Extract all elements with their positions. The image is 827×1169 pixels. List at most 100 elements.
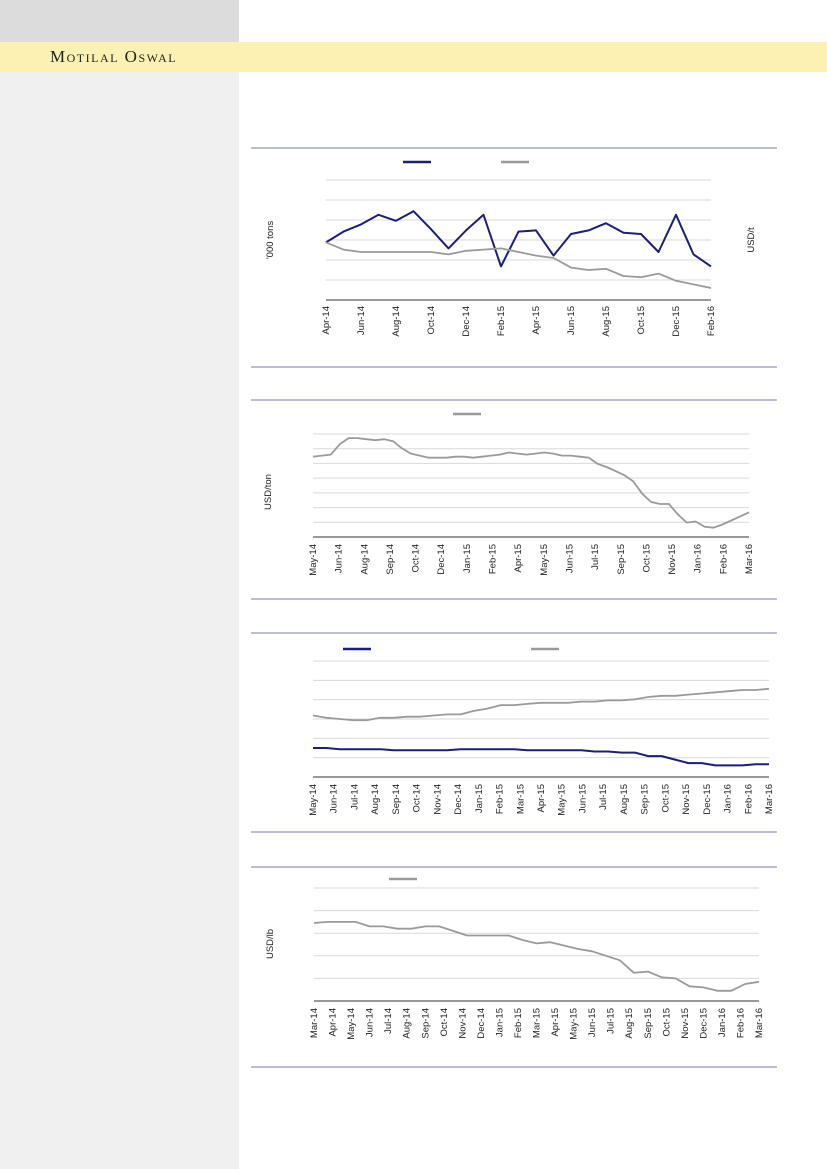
- x-tick-label: Sep-15: [643, 1008, 654, 1039]
- x-tick-label: Nov-14: [432, 784, 443, 815]
- x-tick-label: Jan-16: [717, 1008, 728, 1037]
- x-tick-label: Feb-15: [495, 784, 506, 814]
- x-tick-label: Jan-15: [474, 784, 485, 813]
- x-tick-label: May-15: [539, 544, 550, 576]
- chart-2: May-14 Jun-14 Aug-14 Sep-14 Oct-14 Dec-14 Jan-…: [251, 394, 777, 604]
- x-tick-label: Sep-14: [391, 784, 402, 815]
- x-tick-label: Apr-15: [513, 544, 524, 573]
- x-tick-label: Apr-14: [328, 1008, 339, 1037]
- x-tick-label: Nov-15: [680, 1008, 691, 1039]
- x-tick-label: Feb-16: [706, 306, 717, 336]
- x-tick-label: Jun-14: [329, 784, 340, 813]
- x-tick-label: Aug-15: [619, 784, 630, 815]
- x-tick-label: Sep-14: [420, 1008, 431, 1039]
- series-line-1: [325, 210, 712, 268]
- x-tick-label: Mar-14: [309, 1008, 320, 1038]
- x-tick-label: Dec-15: [702, 784, 713, 815]
- x-tick-label: Feb-15: [496, 306, 507, 336]
- x-tick-label: Jun-15: [564, 544, 575, 573]
- x-tick-label: Sep-14: [385, 544, 396, 575]
- x-tick-label: Apr-14: [321, 306, 332, 335]
- x-tick-label: Dec-15: [698, 1008, 709, 1039]
- x-tick-label: Sep-15: [616, 544, 627, 575]
- left-sidebar: [0, 0, 239, 1169]
- x-tick-label: Dec-14: [476, 1008, 487, 1039]
- series-line-1: [313, 921, 760, 992]
- x-tick-label: Oct-15: [641, 544, 652, 573]
- x-tick-label: Feb-16: [718, 544, 729, 574]
- y-axis-label: USD/ton: [263, 474, 274, 510]
- series-line-2: [325, 241, 712, 289]
- x-tick-label: Apr-15: [536, 784, 547, 813]
- x-tick-label: May-14: [308, 784, 319, 816]
- x-tick-label: Oct-14: [426, 306, 437, 335]
- brand-logo: Motilal Oswal: [50, 47, 178, 66]
- x-tick-label: Nov-14: [457, 1008, 468, 1039]
- x-tick-label: Feb-16: [743, 784, 754, 814]
- x-tick-label: Jul-15: [606, 1008, 617, 1034]
- top-left-band: [0, 0, 239, 42]
- x-tick-label: Oct-15: [636, 306, 647, 335]
- x-tick-label: Jun-14: [356, 306, 367, 335]
- x-tick-label: Jan-15: [494, 1008, 505, 1037]
- chart-svg: May-14 Jun-14 Aug-14 Sep-14 Oct-14 Dec-14 Jan-…: [251, 399, 777, 600]
- x-tick-label: Jan-16: [723, 784, 734, 813]
- x-tick-label: Aug-14: [391, 306, 402, 337]
- x-tick-label: Aug-14: [370, 784, 381, 815]
- chart-1: Apr-14 Jun-14 Aug-14 Oct-14 Dec-14 Feb-15 Apr-…: [251, 140, 777, 372]
- chart-3: May-14 Jun-14 Jul-14 Aug-14 Sep-14 Oct-14 Nov-…: [251, 627, 777, 837]
- y-axis-label-right: USD/t: [746, 227, 757, 253]
- x-tick-label: Jul-14: [383, 1008, 394, 1034]
- x-tick-label: Jul-15: [598, 784, 609, 810]
- x-tick-label: Apr-15: [531, 306, 542, 335]
- x-tick-label: Dec-15: [671, 306, 682, 337]
- x-tick-label: Jun-14: [365, 1008, 376, 1037]
- x-tick-label: Oct-14: [439, 1008, 450, 1037]
- x-tick-label: Jun-15: [577, 784, 588, 813]
- x-tick-label: Jul-15: [590, 544, 601, 570]
- x-tick-label: Aug-15: [601, 306, 612, 337]
- series-line-1: [313, 747, 769, 767]
- x-tick-label: Jun-15: [587, 1008, 598, 1037]
- x-tick-label: Feb-15: [513, 1008, 524, 1038]
- chart-svg: Apr-14 Jun-14 Aug-14 Oct-14 Dec-14 Feb-15 Apr-…: [251, 147, 777, 368]
- x-tick-label: Jun-14: [334, 544, 345, 573]
- x-tick-label: Aug-14: [359, 544, 370, 575]
- x-tick-label: Jan-15: [462, 544, 473, 573]
- x-tick-label: Oct-14: [411, 544, 422, 573]
- chart-svg: Mar-14 Apr-14 May-14 Jun-14 Jul-14 Aug-14 Sep-…: [251, 866, 777, 1068]
- x-tick-label: Apr-15: [550, 1008, 561, 1037]
- x-tick-label: Mar-15: [515, 784, 526, 814]
- x-tick-label: May-15: [557, 784, 568, 816]
- x-tick-label: Aug-15: [624, 1008, 635, 1039]
- x-tick-label: Mar-16: [744, 544, 755, 574]
- x-tick-label: Mar-16: [754, 1008, 765, 1038]
- x-tick-label: Mar-16: [764, 784, 775, 814]
- x-tick-label: Jul-14: [349, 784, 360, 810]
- x-tick-label: Nov-15: [667, 544, 678, 575]
- x-tick-label: Dec-14: [461, 306, 472, 337]
- x-tick-label: Oct-15: [660, 784, 671, 813]
- x-tick-label: Dec-14: [436, 544, 447, 575]
- y-axis-label: '000 tons: [265, 221, 276, 260]
- x-tick-label: Oct-15: [661, 1008, 672, 1037]
- brand-bar: [0, 42, 827, 72]
- chart-svg: May-14 Jun-14 Jul-14 Aug-14 Sep-14 Oct-14 Nov-…: [251, 632, 777, 833]
- x-tick-label: Sep-15: [640, 784, 651, 815]
- x-tick-label: Feb-15: [488, 544, 499, 574]
- y-axis-label: USD/lb: [265, 929, 276, 959]
- x-tick-label: May-14: [346, 1008, 357, 1040]
- x-tick-label: Mar-15: [532, 1008, 543, 1038]
- x-tick-label: Dec-14: [453, 784, 464, 815]
- x-tick-label: Nov-15: [681, 784, 692, 815]
- chart-4: Mar-14 Apr-14 May-14 Jun-14 Jul-14 Aug-14 Sep-…: [251, 861, 777, 1073]
- x-tick-label: Jun-15: [566, 306, 577, 335]
- x-tick-label: Feb-16: [735, 1008, 746, 1038]
- series-line-2: [312, 687, 770, 722]
- x-tick-label: Aug-14: [402, 1008, 413, 1039]
- series-line-1: [312, 437, 750, 529]
- x-tick-label: Jan-16: [693, 544, 704, 573]
- x-tick-label: May-15: [569, 1008, 580, 1040]
- x-tick-label: Oct-14: [412, 784, 423, 813]
- x-tick-label: May-14: [308, 544, 319, 576]
